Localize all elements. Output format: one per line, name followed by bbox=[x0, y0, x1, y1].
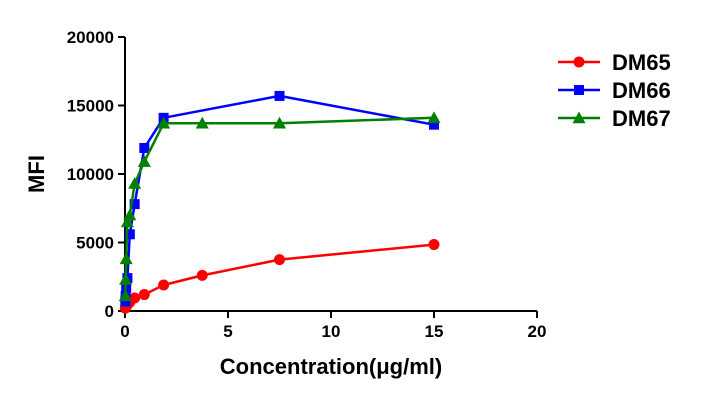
data-point-dm65 bbox=[129, 292, 141, 304]
data-point-dm66 bbox=[124, 229, 135, 240]
x-tick-label: 15 bbox=[425, 322, 444, 341]
x-tick-label: 0 bbox=[120, 322, 129, 341]
data-point-dm66 bbox=[129, 199, 140, 210]
data-point-dm65 bbox=[274, 254, 285, 266]
x-tick-label: 5 bbox=[223, 322, 232, 341]
x-axis-title: Concentration(μg/ml) bbox=[220, 354, 442, 379]
data-point-dm66 bbox=[139, 142, 150, 153]
series-dm67 bbox=[118, 111, 441, 302]
legend-marker-dm66 bbox=[574, 85, 584, 95]
x-tick-label: 20 bbox=[528, 322, 547, 341]
legend-label-dm67: DM67 bbox=[612, 106, 671, 131]
legend-label-dm66: DM66 bbox=[612, 78, 671, 103]
y-axis-title: MFI bbox=[24, 155, 49, 193]
y-tick-label: 10000 bbox=[67, 165, 114, 184]
data-point-dm67 bbox=[195, 116, 209, 129]
data-point-dm66 bbox=[274, 90, 285, 101]
legend-item-dm67: DM67 bbox=[558, 106, 671, 131]
data-point-dm67 bbox=[119, 252, 133, 265]
tick-labels: 0 5 10 15 20 0 5000 10000 15000 20000 bbox=[67, 28, 547, 341]
data-point-dm67 bbox=[120, 215, 134, 228]
data-point-dm67 bbox=[128, 177, 142, 189]
y-tick-label: 15000 bbox=[67, 97, 114, 116]
series-group bbox=[118, 90, 441, 314]
series-line-dm67 bbox=[124, 116, 435, 296]
legend-item-dm65: DM65 bbox=[558, 50, 671, 75]
data-point-dm67 bbox=[119, 272, 133, 285]
data-point-dm67 bbox=[137, 155, 151, 167]
legend-marker-dm67 bbox=[572, 111, 586, 124]
x-tick-label: 10 bbox=[322, 322, 341, 341]
legend-marker-dm65 bbox=[573, 56, 585, 68]
data-point-dm66 bbox=[429, 119, 439, 130]
legend: DM65 DM66 DM67 bbox=[558, 50, 671, 131]
data-point-dm65 bbox=[138, 289, 150, 301]
legend-label-dm65: DM65 bbox=[612, 50, 671, 75]
data-point-dm67 bbox=[118, 289, 132, 302]
legend-item-dm66: DM66 bbox=[558, 78, 671, 103]
data-point-dm65 bbox=[158, 279, 170, 291]
data-point-dm67 bbox=[427, 111, 441, 124]
y-tick-label: 20000 bbox=[67, 28, 114, 47]
series-dm65 bbox=[119, 239, 440, 314]
data-point-dm67 bbox=[273, 116, 286, 129]
data-point-dm67 bbox=[157, 116, 171, 129]
y-tick-label: 5000 bbox=[76, 234, 114, 253]
y-tick-label: 0 bbox=[105, 302, 114, 321]
data-point-dm65 bbox=[196, 269, 208, 281]
data-point-dm65 bbox=[428, 239, 440, 251]
data-point-dm67 bbox=[123, 208, 137, 221]
data-point-dm66 bbox=[120, 296, 131, 307]
axes bbox=[118, 36, 538, 318]
